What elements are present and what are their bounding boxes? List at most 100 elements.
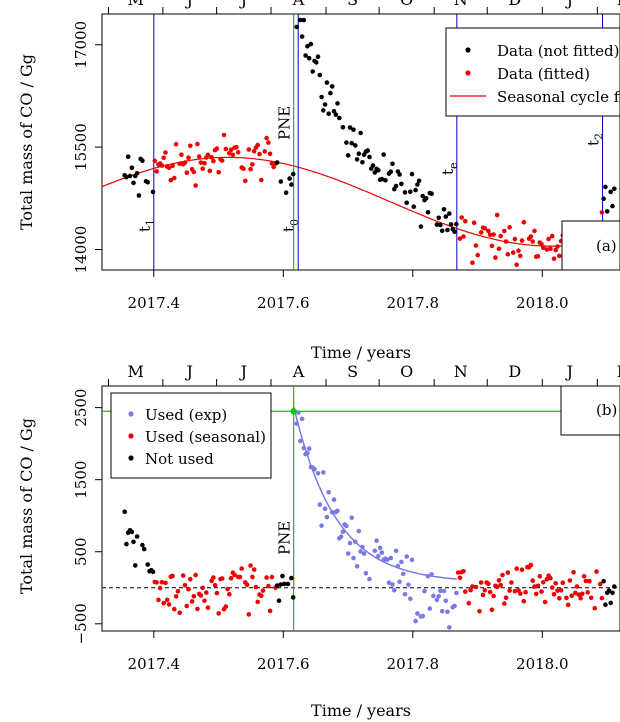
data-point (518, 253, 523, 259)
data-point (250, 162, 255, 167)
plot-frame-b (101, 385, 620, 632)
legend-label-not-used: Not used (145, 450, 214, 468)
data-point (349, 140, 355, 146)
data-point (331, 497, 337, 502)
data-point (390, 582, 395, 587)
data-point (427, 606, 433, 611)
data-point (264, 575, 269, 580)
data-point (361, 551, 367, 556)
data-point (388, 555, 394, 561)
data-point (555, 244, 560, 249)
data-point (493, 255, 498, 260)
data-point (156, 597, 161, 603)
data-point (491, 593, 496, 599)
data-point (191, 169, 197, 175)
data-point (519, 567, 525, 572)
data-point (473, 584, 479, 590)
x-axis-a: 2017.4 2017.6 2017.8 2018.0 (128, 270, 569, 312)
data-point (329, 510, 335, 515)
data-point (452, 229, 457, 234)
data-point (251, 567, 257, 572)
data-point (140, 542, 145, 548)
legend-marker-seasonal (128, 433, 134, 439)
data-point (532, 228, 537, 234)
month-label: M (127, 0, 143, 9)
data-point (601, 196, 606, 201)
data-point (214, 146, 220, 151)
data-point (555, 588, 560, 593)
data-point (280, 573, 285, 579)
data-point (544, 576, 550, 582)
data-point (399, 559, 404, 565)
x-tick-label: 2017.8 (387, 655, 440, 673)
data-point (413, 187, 418, 193)
data-point (383, 178, 388, 183)
data-point (219, 158, 225, 163)
data-point (466, 600, 472, 606)
data-point (573, 590, 578, 596)
data-point (189, 599, 195, 604)
data-point (372, 548, 378, 553)
data-point (324, 514, 330, 520)
data-point (365, 148, 371, 153)
data-point (610, 203, 615, 209)
data-point (172, 175, 177, 181)
data-point (235, 150, 241, 155)
data-point (177, 610, 182, 616)
data-point (223, 146, 229, 152)
data-point (248, 166, 253, 172)
legend-label-seasonal: Used (seasonal) (145, 428, 266, 446)
data-point (519, 238, 525, 243)
data-point (164, 597, 170, 603)
data-point (395, 563, 401, 569)
data-point (232, 572, 237, 578)
data-point (516, 248, 521, 253)
data-point (454, 590, 459, 596)
data-point (326, 490, 332, 495)
data-point (367, 154, 372, 160)
data-point (154, 169, 159, 174)
data-point (509, 580, 514, 585)
data-point (262, 149, 268, 154)
data-point (404, 200, 410, 206)
data-point (248, 563, 253, 568)
month-label: J (565, 0, 573, 9)
x-tick-label: 2017.6 (257, 294, 310, 312)
data-point (188, 576, 193, 582)
data-point (200, 585, 205, 591)
data-point (482, 587, 488, 593)
data-point (409, 171, 415, 177)
data-point (360, 544, 365, 550)
data-point (306, 446, 312, 451)
data-point (551, 592, 557, 597)
data-point (250, 574, 255, 580)
data-point (335, 508, 340, 514)
data-point (610, 590, 615, 596)
month-label: F (617, 0, 620, 9)
y-tick-label: 14000 (72, 226, 90, 274)
data-point (384, 557, 390, 562)
data-point (436, 594, 442, 599)
data-point (255, 599, 260, 605)
data-point (388, 169, 394, 174)
data-point (166, 165, 172, 171)
data-point (267, 608, 273, 614)
data-point (393, 548, 399, 554)
pne-label-b: PNE (276, 521, 294, 555)
data-point (402, 190, 408, 195)
data-point (207, 168, 213, 174)
data-point (314, 60, 319, 65)
data-point (294, 24, 300, 30)
data-point (429, 572, 434, 577)
data-point (587, 578, 592, 584)
data-point (565, 602, 571, 608)
month-ticks-b: MJJASONDJF (107, 362, 620, 386)
data-point (370, 163, 376, 168)
data-point (496, 246, 502, 251)
x-axis-label-a: Time / years (311, 343, 411, 362)
data-point (457, 236, 463, 241)
data-point (612, 584, 617, 589)
data-point (434, 597, 440, 603)
data-point (329, 84, 335, 89)
data-point (338, 534, 344, 539)
